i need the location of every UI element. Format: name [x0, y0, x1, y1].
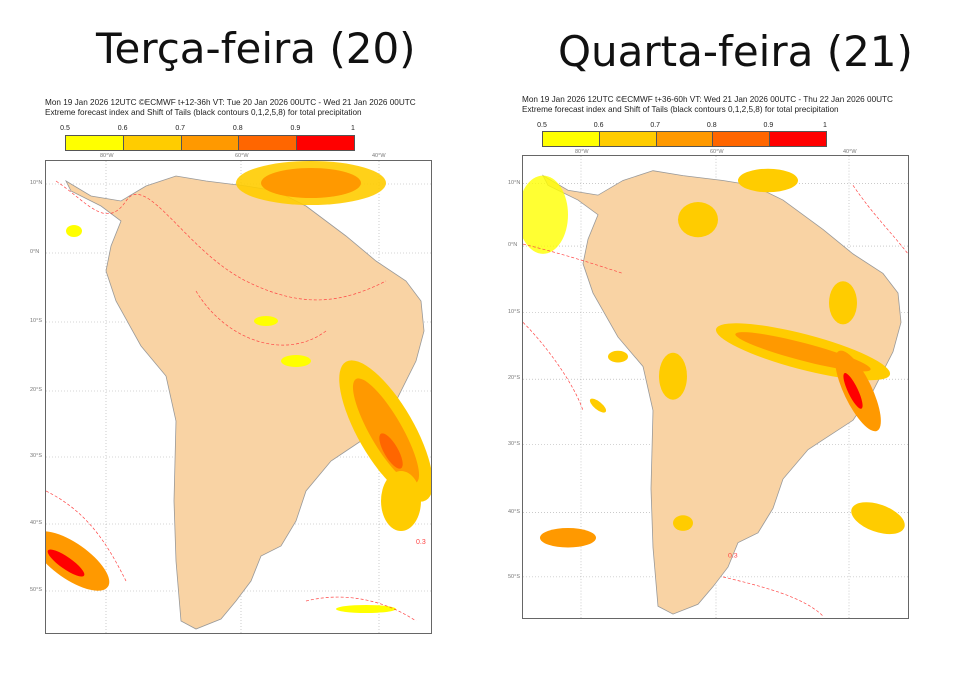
south-america-landmass [542, 170, 902, 615]
colorbar-tick: 0.6 [593, 122, 604, 129]
lat-label: 10°N [508, 180, 521, 186]
lon-label: 60°W [710, 149, 724, 155]
lat-label: 50°S [30, 587, 42, 593]
lon-label: 80°W [100, 153, 114, 159]
lon-label: 40°W [372, 153, 386, 159]
panel-2-colorbar [542, 131, 827, 147]
colorbar-swatch [656, 132, 714, 146]
colorbar-tick: 1 [823, 122, 827, 129]
colorbar-tick: 0.8 [706, 122, 717, 129]
efi-shading [46, 161, 431, 613]
panel-1-header-line1: Mon 19 Jan 2026 12UTC ©ECMWF t+12-36h VT… [45, 98, 416, 107]
colorbar-swatch [770, 132, 826, 146]
lat-label: 40°S [508, 509, 520, 515]
lat-label: 0°N [30, 249, 40, 255]
lat-label: 0°N [508, 242, 518, 248]
colorbar-swatch [239, 136, 298, 150]
panel-1-header-line2: Extreme forecast index and Shift of Tail… [45, 108, 362, 117]
panel-1-colorbar [65, 135, 355, 151]
lat-label: 40°S [30, 520, 42, 526]
colorbar-tick: 0.9 [290, 125, 301, 132]
colorbar-swatch [66, 136, 124, 150]
colorbar-swatch [181, 136, 240, 150]
colorbar-tick: 0.9 [763, 122, 774, 129]
map-svg: 0.3 [523, 156, 908, 618]
colorbar-swatch [123, 136, 182, 150]
lon-label: 60°W [235, 153, 249, 159]
colorbar-tick: 1 [351, 125, 355, 132]
panel-1-title: Terça-feira (20) [96, 24, 416, 73]
lat-label: 50°S [508, 574, 520, 580]
colorbar-tick: 0.5 [537, 122, 547, 129]
colorbar-swatch [543, 132, 600, 146]
lat-label: 20°S [508, 375, 520, 381]
colorbar-tick: 0.7 [650, 122, 661, 129]
contour-label: 0.3 [728, 552, 738, 559]
panel-2-header: Mon 19 Jan 2026 12UTC ©ECMWF t+36-60h VT… [522, 95, 893, 115]
lat-label: 10°S [30, 318, 42, 324]
colorbar-swatch [599, 132, 657, 146]
lat-label: 30°S [30, 453, 42, 459]
colorbar-tick: 0.5 [60, 125, 70, 132]
contour-label: 0.3 [416, 539, 426, 546]
lat-label: 20°S [30, 387, 42, 393]
colorbar-tick: 0.7 [175, 125, 186, 132]
contour-lines [46, 180, 417, 622]
colorbar-tick: 0.6 [117, 125, 128, 132]
colorbar-swatch [297, 136, 354, 150]
efi-shading [523, 168, 905, 548]
lon-label: 40°W [843, 149, 857, 155]
lat-label: 10°S [508, 309, 520, 315]
panel-2-header-line2: Extreme forecast index and Shift of Tail… [522, 105, 839, 114]
colorbar-swatch [713, 132, 771, 146]
lon-label: 80°W [575, 149, 589, 155]
panel-2-title: Quarta-feira (21) [558, 27, 913, 76]
panel-1-header: Mon 19 Jan 2026 12UTC ©ECMWF t+12-36h VT… [45, 98, 416, 118]
lat-label: 10°N [30, 180, 43, 186]
panel-1-map: 0.3 [45, 160, 432, 634]
map-svg: 0.3 [46, 161, 431, 633]
lat-label: 30°S [508, 441, 520, 447]
panel-2-header-line1: Mon 19 Jan 2026 12UTC ©ECMWF t+36-60h VT… [522, 95, 893, 104]
panel-2-map: 0.3 [522, 155, 909, 619]
contour-lines [523, 185, 908, 617]
colorbar-tick: 0.8 [232, 125, 243, 132]
